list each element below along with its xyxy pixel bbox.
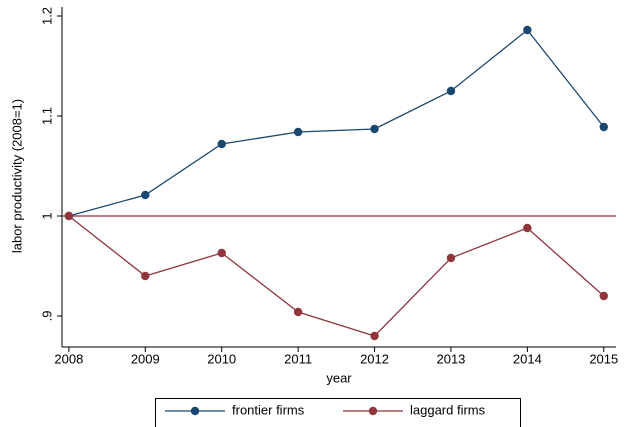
point [370, 124, 379, 134]
point [293, 127, 303, 137]
point [217, 248, 226, 258]
x-axis-title: year [326, 370, 352, 385]
y-tick-label: 1.1 [39, 107, 54, 125]
point [370, 331, 379, 341]
point [446, 253, 456, 263]
y-tick-label: .9 [39, 311, 54, 322]
point [599, 122, 608, 132]
legend-label: frontier firms [232, 402, 305, 417]
y-axis-title: labor productivity (2008=1) [9, 99, 24, 253]
x-tick-label: 2009 [131, 351, 160, 366]
point [599, 291, 608, 301]
point [446, 86, 456, 96]
x-tick-label: 2010 [207, 351, 236, 366]
point [217, 139, 226, 149]
legend-marker [368, 406, 378, 416]
x-tick-label: 2014 [513, 351, 542, 366]
legend-marker [190, 406, 200, 416]
x-tick-label: 2013 [436, 351, 465, 366]
point [523, 223, 532, 233]
series-line [68, 29, 605, 217]
point [64, 211, 74, 221]
point [523, 25, 532, 35]
legend-box [155, 398, 521, 427]
x-tick-label: 2012 [360, 351, 389, 366]
x-tick-label: 2011 [284, 351, 312, 366]
point [293, 307, 303, 317]
y-tick-label: 1.2 [39, 7, 54, 25]
point [141, 190, 150, 200]
x-tick-label: 2015 [589, 351, 618, 366]
point [141, 271, 150, 281]
legend-label: laggard firms [410, 402, 486, 417]
series-line [68, 215, 605, 337]
x-tick-label: 2008 [54, 351, 83, 366]
y-tick-label: 1 [39, 212, 54, 219]
